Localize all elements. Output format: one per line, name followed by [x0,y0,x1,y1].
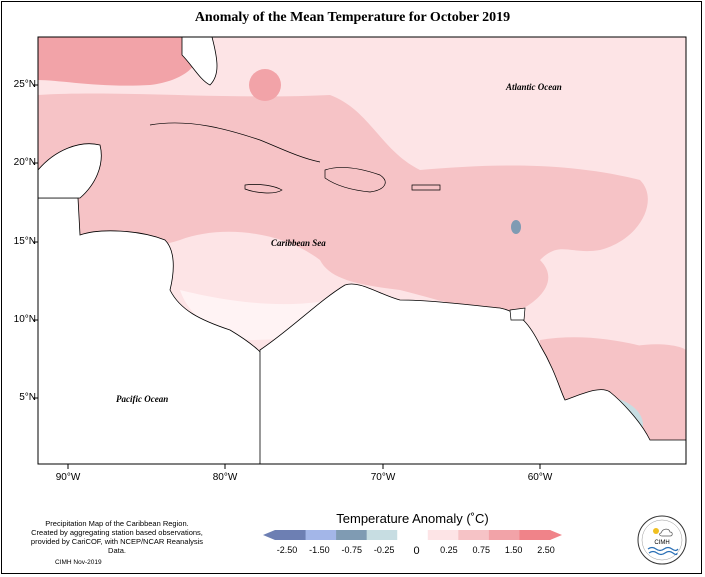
footnote-line-3: provided by CariCOF, with NCEP/NCAR Rean… [30,537,204,555]
footnote-line-2: Created by aggregating station based obs… [31,528,203,537]
colorbar-tick-label: -1.50 [309,545,330,555]
colorbar-tick-label: -0.75 [341,545,362,555]
label-atlantic-ocean: Atlantic Ocean [506,82,562,92]
colorbar-segment [488,530,520,540]
colorbar-segment [427,530,459,540]
colorbar-tick-label: -0.25 [373,545,395,555]
colorbar-segment [275,530,307,540]
land-cuba [149,122,321,163]
colorbar [263,530,562,540]
label-caribbean-sea: Caribbean Sea [271,238,326,248]
anomaly-field [38,37,686,464]
anomaly-hotspot-gulf [38,37,201,86]
land-florida [181,37,218,86]
cimh-logo-icon: CIMH [637,515,687,565]
lat-label-15: 15°N [13,236,36,247]
footnote: Precipitation Map of the Caribbean Regio… [22,519,212,555]
colorbar-title: Temperature Anomaly (˚C) [336,511,489,526]
lon-label-80: 80°W [212,472,238,483]
colorbar-tick-label: 0.75 [472,545,491,555]
plot-border [37,36,687,465]
logo-text: CIMH [654,540,669,546]
anomaly-band-medium [38,93,648,311]
lat-label-20: 20°N [13,157,36,168]
map-title: Anomaly of the Mean Temperature for Octo… [194,10,511,25]
lon-label-60: 60°W [527,472,553,483]
land-hispaniola [324,167,386,193]
anomaly-patch-east [620,344,686,392]
credit-text: CIMH Nov-2019 [55,559,102,566]
land-puerto-rico [411,184,441,191]
lat-label-10: 10°N [13,314,36,325]
colorbar-tick-label: 1.50 [504,545,523,555]
colorbar-segment [458,530,490,540]
anomaly-cool-small [511,220,521,234]
axis-ticks [33,84,541,469]
colorbar-tick-label: 2.50 [537,545,555,555]
colorbar-tick-label: -2.50 [276,545,298,555]
label-pacific-ocean: Pacific Ocean [116,394,169,404]
colorbar-segment [336,530,368,540]
colorbar-arrow-right [550,530,562,540]
land-jamaica [244,184,283,194]
colorbar-segment [366,530,398,540]
colorbar-segment [397,530,429,540]
lat-label-25: 25°N [13,79,36,90]
lon-label-90: 90°W [55,472,81,483]
lat-label-5: 5°N [19,392,36,403]
colorbar-tick-label: 0 [413,545,420,557]
footnote-line-1: Precipitation Map of the Caribbean Regio… [45,519,189,528]
anomaly-hotspot-bahamas [249,69,281,101]
colorbar-segment [305,530,337,540]
colorbar-tick-label: 0.25 [440,545,458,555]
colorbar-segment [519,530,551,540]
land-yucatan [38,143,102,199]
lon-label-70: 70°W [370,472,396,483]
colorbar-arrow-left [263,530,275,540]
land-trinidad [509,307,526,321]
